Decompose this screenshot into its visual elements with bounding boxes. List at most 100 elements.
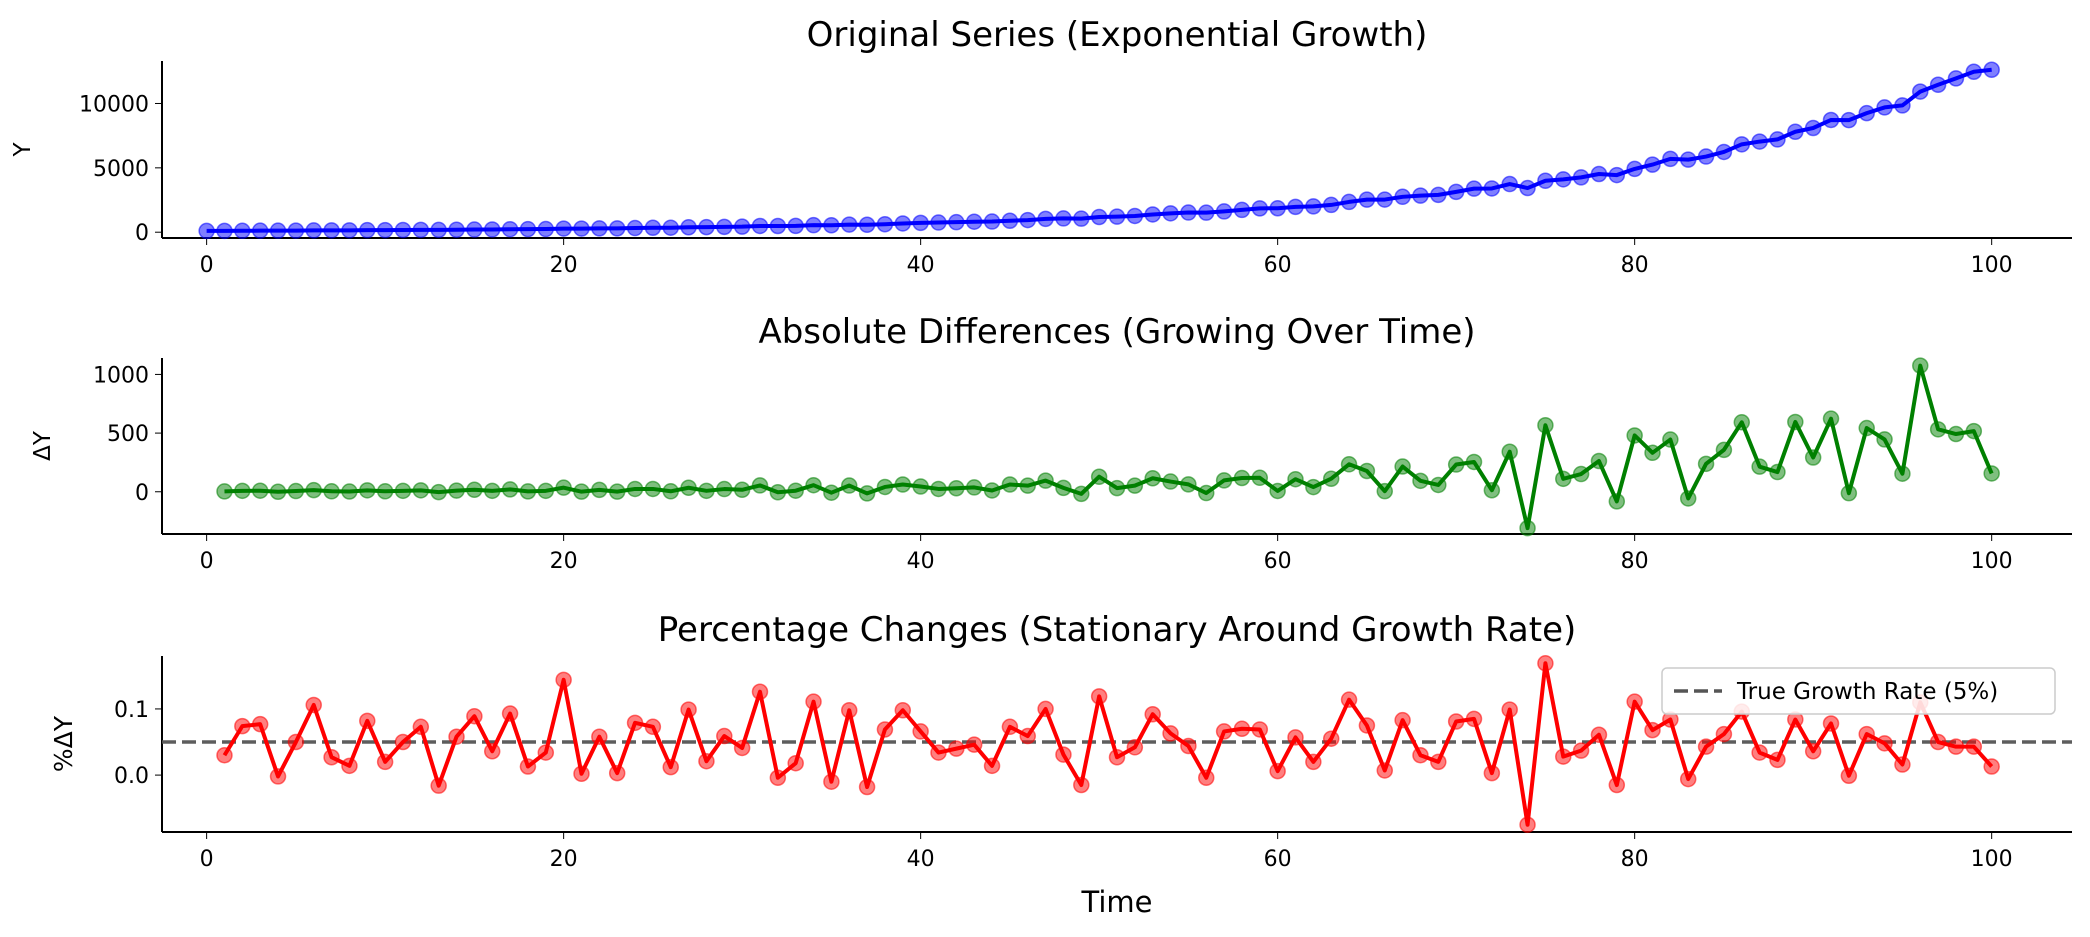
x-tick-label: 20: [550, 253, 578, 278]
data-point: [1804, 119, 1822, 137]
data-point: [1733, 136, 1751, 153]
data-point: [1644, 156, 1661, 173]
data-point: [1144, 470, 1161, 487]
data-point: [1144, 705, 1161, 723]
data-point: [751, 217, 769, 235]
data-point: [1430, 186, 1447, 204]
series-markers: [198, 61, 2000, 240]
data-point: [858, 778, 876, 796]
data-point: [1894, 756, 1911, 773]
data-point: [1983, 465, 2000, 482]
data-point: [234, 717, 251, 735]
data-point: [1465, 180, 1483, 197]
data-point: [1572, 465, 1590, 483]
data-point: [1412, 472, 1429, 490]
data-point: [1662, 150, 1679, 168]
chart-title: Original Series (Exponential Growth): [807, 15, 1428, 55]
data-point: [430, 221, 447, 239]
data-point: [1929, 76, 1947, 93]
data-point: [359, 482, 376, 499]
data-point: [912, 478, 929, 495]
y-tick-label: 1000: [93, 363, 149, 388]
data-point: [573, 765, 590, 783]
data-point: [1019, 727, 1036, 745]
data-point: [1912, 357, 1929, 374]
data-point: [1644, 721, 1661, 739]
data-point: [1769, 131, 1786, 148]
data-point: [1858, 104, 1875, 122]
data-point: [716, 218, 733, 236]
data-point: [537, 220, 555, 238]
data-point: [823, 217, 840, 234]
data-point: [626, 219, 644, 237]
data-point: [823, 484, 840, 501]
data-point: [1572, 169, 1590, 186]
y-tick-label: 0: [135, 221, 149, 246]
data-point: [269, 768, 287, 785]
data-point: [1537, 172, 1554, 189]
y-axis-label: Y: [10, 142, 36, 158]
data-point: [1519, 179, 1536, 197]
chart-panel-3: Percentage Changes (Stationary Around Gr…: [49, 610, 2072, 919]
data-point: [716, 480, 733, 498]
data-point: [1572, 742, 1590, 759]
data-point: [1965, 63, 1983, 80]
data-point: [983, 757, 1001, 775]
data-point: [466, 707, 483, 725]
data-point: [1590, 726, 1608, 743]
data-point: [1358, 717, 1376, 734]
data-point: [1965, 422, 1983, 440]
data-point: [269, 483, 287, 501]
data-point: [1251, 721, 1269, 738]
data-point: [1233, 469, 1251, 487]
series-markers: [216, 655, 2000, 833]
data-point: [287, 222, 305, 239]
data-point: [341, 222, 358, 239]
data-point: [1858, 419, 1875, 437]
data-point: [1679, 770, 1697, 788]
data-point: [376, 221, 394, 239]
data-point: [448, 482, 465, 499]
data-point: [1608, 493, 1626, 510]
data-point: [965, 213, 983, 230]
data-point: [591, 728, 608, 745]
data-point: [501, 481, 519, 498]
data-point: [1483, 481, 1501, 499]
y-tick-label: 0: [135, 481, 149, 506]
data-point: [1929, 733, 1947, 751]
data-point: [448, 221, 465, 239]
data-point: [858, 485, 876, 502]
data-point: [751, 683, 769, 700]
data-point: [1376, 482, 1394, 500]
data-point: [787, 482, 804, 499]
data-point: [1322, 470, 1340, 487]
data-point: [1519, 816, 1536, 833]
data-point: [1894, 465, 1911, 482]
data-point: [1787, 413, 1804, 431]
data-point: [1340, 456, 1358, 473]
data-point: [198, 222, 215, 240]
data-point: [287, 482, 305, 500]
data-point: [1269, 200, 1286, 217]
data-point: [1340, 691, 1358, 708]
x-axis-label: Time: [1081, 885, 1153, 919]
data-point: [394, 482, 412, 500]
data-point: [912, 214, 929, 232]
data-point: [805, 216, 822, 234]
y-axis-label: ΔY: [30, 430, 56, 461]
data-point: [412, 221, 430, 239]
data-point: [1287, 470, 1304, 488]
data-point: [1412, 187, 1429, 204]
data-point: [1751, 133, 1768, 150]
data-point: [1001, 718, 1019, 736]
y-tick-label: 0.1: [114, 698, 149, 723]
data-point: [823, 773, 840, 790]
data-point: [555, 479, 572, 496]
data-point: [1108, 748, 1126, 766]
data-point: [644, 718, 662, 736]
data-point: [1090, 208, 1108, 226]
data-point: [680, 701, 697, 718]
data-point: [1215, 203, 1233, 220]
data-point: [626, 480, 644, 498]
data-point: [1626, 693, 1643, 710]
